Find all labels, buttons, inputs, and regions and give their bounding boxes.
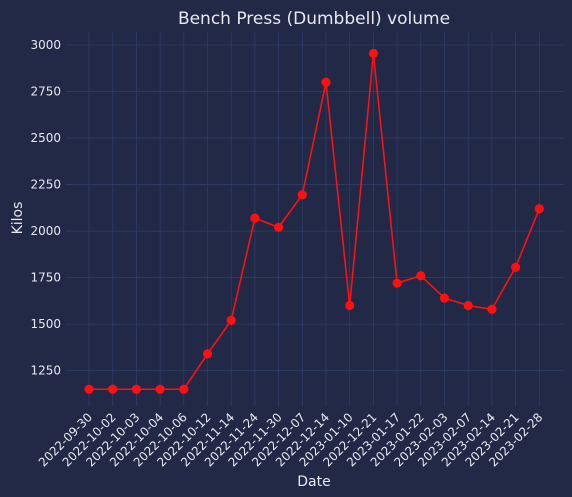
data-point xyxy=(392,278,402,288)
data-point xyxy=(84,384,94,394)
y-tick-label: 2500 xyxy=(30,131,61,145)
y-tick-label: 1500 xyxy=(30,317,61,331)
data-point xyxy=(345,300,355,311)
data-point xyxy=(297,190,307,200)
x-axis-label: Date xyxy=(297,474,330,490)
data-point xyxy=(321,77,331,87)
data-point xyxy=(534,204,544,214)
chart-title: Bench Press (Dumbbell) volume xyxy=(178,9,450,29)
data-point xyxy=(463,300,473,311)
data-point xyxy=(108,384,118,394)
data-point xyxy=(416,271,426,281)
y-axis-label: Kilos xyxy=(10,202,26,235)
y-tick-label: 3000 xyxy=(30,38,61,52)
data-point xyxy=(202,349,213,359)
data-point xyxy=(368,48,378,58)
y-tick-label: 2250 xyxy=(30,178,61,192)
x-axis-ticks: 2022-09-302022-10-022022-10-032022-10-04… xyxy=(36,410,546,469)
y-tick-label: 2000 xyxy=(30,224,61,238)
grid xyxy=(66,32,564,406)
data-point xyxy=(439,293,450,303)
data-point xyxy=(487,304,497,314)
data-point xyxy=(226,315,236,326)
y-tick-label: 1250 xyxy=(30,364,61,378)
y-axis-ticks: 1250 1500 1750 2000 2250 2500 2750 3000 xyxy=(30,38,61,378)
data-points xyxy=(84,48,544,394)
series-line xyxy=(89,53,541,391)
data-point xyxy=(250,213,260,223)
data-point xyxy=(179,384,189,394)
y-tick-label: 1750 xyxy=(30,271,61,285)
data-point xyxy=(131,384,141,394)
data-point xyxy=(274,222,284,232)
data-point xyxy=(155,384,165,394)
data-point xyxy=(510,262,521,272)
y-tick-label: 2750 xyxy=(30,85,61,99)
